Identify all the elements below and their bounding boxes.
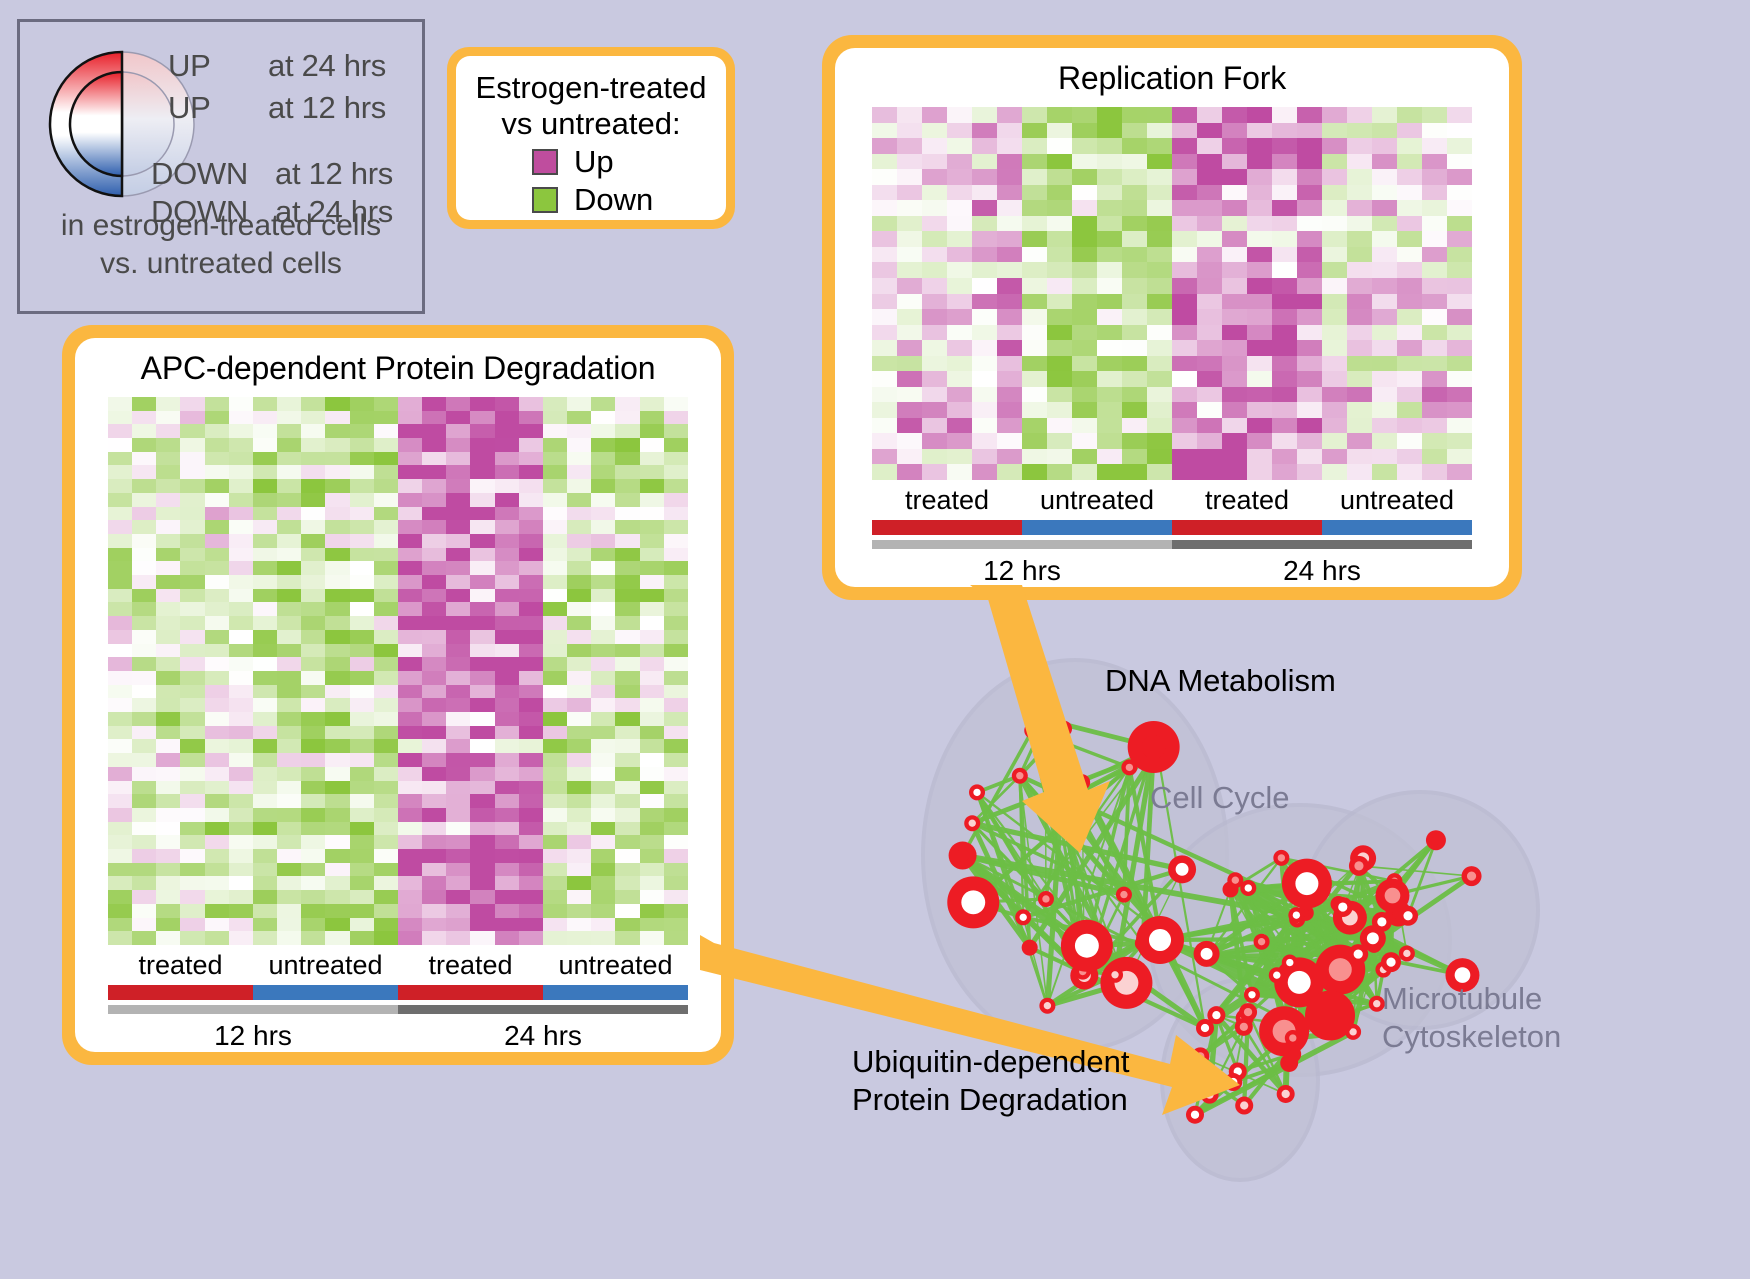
cluster-label-dna-metabolism: DNA Metabolism	[1105, 663, 1336, 698]
cluster-label-ubiquitin-degradation: Ubiquitin-dependent Protein Degradation	[852, 1044, 1130, 1117]
group-label-rf-0: treated	[904, 485, 990, 515]
updown-title-line2: vs untreated:	[501, 105, 681, 141]
time-label-rf-0: 12 hrs	[983, 555, 1061, 586]
network-graph	[921, 658, 1540, 1182]
colorwheel-legend-box: UP at 24 hrs UP at 12 hrs DOWN at 12 hrs…	[17, 19, 425, 314]
group-label-apc-1: untreated	[268, 950, 383, 980]
group-color-bar-rf	[872, 520, 1472, 535]
cluster-label-cell-cycle: Cell Cycle	[1150, 780, 1290, 815]
time-label-apc-1: 24 hrs	[504, 1020, 582, 1051]
legend-time-2: at 12 hrs	[275, 156, 393, 191]
panel-title-replication-fork: Replication Fork	[1057, 60, 1286, 96]
time-color-bar-rf	[872, 540, 1472, 549]
group-label-row-rf: treated untreated treated untreated	[872, 480, 1472, 516]
colorwheel-graphic	[42, 44, 202, 204]
legend-down-label: Down	[574, 181, 654, 217]
time-label-row-rf: 12 hrs 24 hrs	[872, 549, 1472, 587]
group-label-rf-2: treated	[1204, 485, 1290, 515]
group-color-bar-apc	[108, 985, 688, 1000]
cluster-label-microtubule-cytoskeleton: Microtubule Cytoskeleton	[1382, 981, 1562, 1054]
group-label-row-apc: treated untreated treated untreated	[108, 945, 688, 981]
legend-dir-2: DOWN	[151, 156, 248, 191]
legend-dir-3: DOWN	[151, 194, 248, 229]
updown-legend-title: Estrogen-treated vs untreated:	[466, 70, 716, 142]
group-label-apc-3: untreated	[558, 950, 673, 980]
group-label-rf-3: untreated	[1339, 485, 1455, 515]
updown-legend-card: Estrogen-treated vs untreated: Up Down	[447, 47, 735, 229]
heatmap-apc-degradation	[108, 397, 688, 945]
group-label-apc-2: treated	[428, 950, 513, 980]
group-label-apc-0: treated	[138, 950, 223, 980]
heatmap-replication-fork	[872, 107, 1472, 480]
time-label-apc-0: 12 hrs	[214, 1020, 292, 1051]
updown-title-line1: Estrogen-treated	[475, 70, 707, 105]
legend-up-label: Up	[574, 143, 614, 179]
panel-title-apc: APC-dependent Protein Degradation	[140, 350, 656, 386]
legend-time-1: at 12 hrs	[268, 90, 386, 125]
legend-caption-line1: in estrogen-treated cells	[60, 209, 382, 242]
legend-dir-0: UP	[168, 48, 211, 83]
group-label-rf-1: untreated	[1039, 485, 1155, 515]
legend-time-3: at 24 hrs	[275, 194, 393, 229]
legend-time-0: at 24 hrs	[268, 48, 386, 83]
legend-caption-line2: vs. untreated cells	[100, 246, 342, 280]
legend-caption: in estrogen-treated cells vs. untreated …	[20, 207, 422, 282]
legend-item-up: Up	[532, 144, 716, 180]
up-swatch-icon	[532, 148, 558, 175]
down-swatch-icon	[532, 186, 558, 213]
legend-dir-1: UP	[168, 90, 211, 125]
time-label-row-apc: 12 hrs 24 hrs	[108, 1014, 688, 1052]
time-label-rf-1: 24 hrs	[1283, 555, 1361, 586]
time-color-bar-apc	[108, 1005, 688, 1014]
panel-replication-fork: Replication Fork treated untreated treat…	[822, 35, 1522, 600]
legend-item-down: Down	[532, 182, 716, 218]
panel-apc-degradation: APC-dependent Protein Degradation treate…	[62, 325, 734, 1065]
